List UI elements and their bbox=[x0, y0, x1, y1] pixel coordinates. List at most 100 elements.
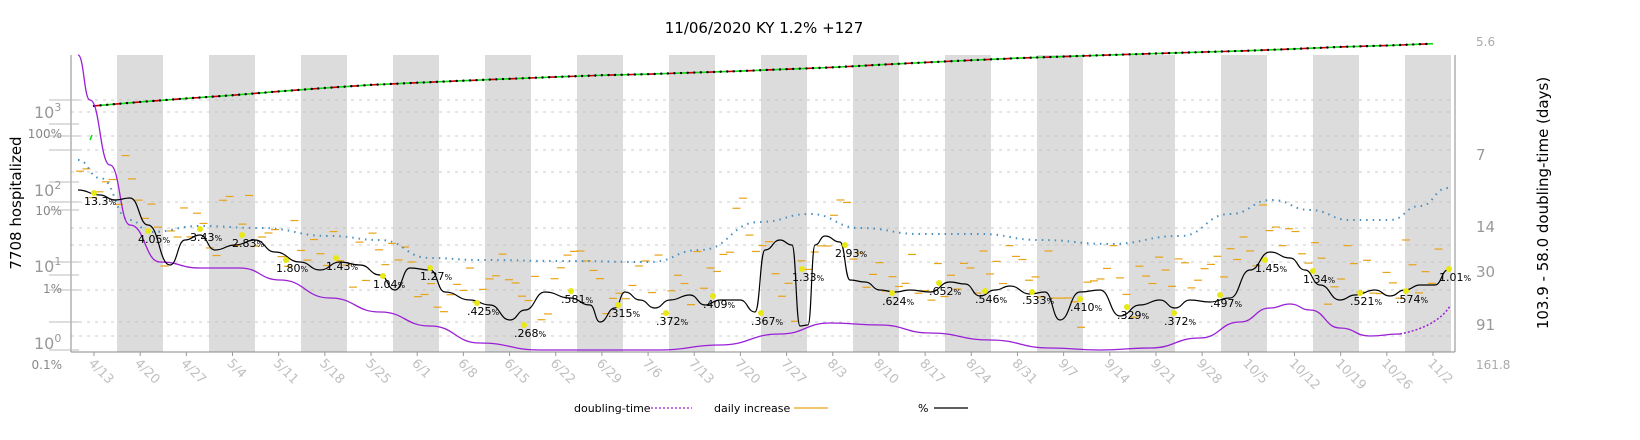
y-log-tick-label: 103 bbox=[34, 101, 61, 122]
percent-label: 4.05% bbox=[138, 233, 171, 246]
cumulative-point bbox=[251, 92, 254, 95]
cumulative-point bbox=[831, 66, 834, 69]
cumulative-point bbox=[818, 66, 821, 70]
doubling-time-line bbox=[77, 54, 1401, 351]
cumulative-point bbox=[1128, 53, 1131, 56]
percent-label: .409% bbox=[703, 298, 736, 311]
right-axis-label: 103.9 - 58.0 doubling-time (days) bbox=[1534, 77, 1552, 329]
cumulative-point bbox=[284, 89, 287, 93]
cumulative-point bbox=[323, 86, 327, 90]
legend-label: % bbox=[918, 402, 928, 415]
percent-label: .329% bbox=[1117, 309, 1150, 322]
cumulative-point bbox=[1286, 47, 1290, 51]
cumulative-point bbox=[237, 93, 241, 96]
right-ticks: 5.6 7 14 30 91 161.8 bbox=[1476, 35, 1510, 372]
x-tick-label: 6/22 bbox=[547, 356, 578, 387]
cumulative-point bbox=[1260, 48, 1263, 52]
x-tick-label: 10/26 bbox=[1378, 356, 1415, 393]
percent-label-dot bbox=[889, 290, 895, 296]
cumulative-point bbox=[1346, 45, 1349, 48]
x-tick-label: 5/18 bbox=[316, 356, 347, 387]
cumulative-point bbox=[666, 72, 670, 75]
cumulative-point bbox=[1167, 51, 1171, 55]
right-tick-label: 91 bbox=[1476, 316, 1495, 334]
legend: doubling-time daily increase% bbox=[574, 402, 968, 415]
x-tick-label: 5/4 bbox=[224, 356, 249, 381]
cumulative-point bbox=[416, 81, 419, 84]
cumulative-point bbox=[613, 73, 617, 77]
cumulative-point bbox=[547, 76, 551, 79]
weekend-band bbox=[577, 55, 623, 352]
x-tick-label: 10/19 bbox=[1332, 356, 1369, 393]
cumulative-point bbox=[587, 74, 590, 77]
x-tick-label: 10/5 bbox=[1239, 356, 1270, 387]
cumulative-point bbox=[1332, 46, 1336, 49]
weekend-band bbox=[301, 55, 347, 352]
x-tick-label: 4/20 bbox=[131, 356, 162, 387]
percent-label: .372% bbox=[1164, 315, 1197, 328]
cumulative-point bbox=[679, 71, 683, 75]
weekend-band bbox=[1221, 55, 1267, 352]
cumulative-point bbox=[943, 60, 947, 63]
percent-label: .497% bbox=[1210, 297, 1243, 310]
cumulative-point bbox=[1055, 55, 1059, 58]
cumulative-point bbox=[1016, 56, 1019, 60]
percent-label: 1.01% bbox=[1439, 271, 1472, 284]
cumulative-point bbox=[105, 103, 109, 106]
x-tick-label: 9/21 bbox=[1147, 356, 1178, 387]
percent-label-dot bbox=[380, 273, 386, 279]
y-percent-ticks: 0.1% 1% 10% 100% bbox=[28, 127, 62, 372]
cumulative-point bbox=[1108, 53, 1111, 57]
cumulative-point bbox=[310, 87, 313, 91]
doubling-time-dotted-tail bbox=[1399, 305, 1451, 335]
cumulative-point bbox=[1187, 51, 1191, 54]
weekend-band bbox=[1037, 55, 1083, 352]
percent-label-dot bbox=[1403, 288, 1409, 294]
cumulative-point bbox=[627, 73, 630, 76]
cumulative-point bbox=[956, 59, 960, 63]
cumulative-point bbox=[1036, 56, 1039, 59]
percent-label: 1.33% bbox=[792, 271, 825, 284]
percent-label-dot bbox=[333, 255, 339, 261]
cumulative-point bbox=[600, 74, 604, 77]
cumulative-point bbox=[1418, 43, 1422, 46]
cumulative-point bbox=[257, 91, 261, 95]
percent-label: .315% bbox=[608, 307, 641, 320]
weekend-band bbox=[393, 55, 439, 352]
percent-label-dot bbox=[799, 266, 805, 272]
percent-label-dot bbox=[145, 228, 151, 234]
cumulative-point bbox=[1121, 53, 1125, 56]
percent-label: .574% bbox=[1396, 293, 1429, 306]
cumulative-point bbox=[528, 76, 531, 80]
cumulative-point bbox=[930, 60, 933, 64]
x-tick-label: 10/12 bbox=[1286, 356, 1323, 393]
cumulative-point bbox=[475, 78, 478, 82]
cumulative-point bbox=[561, 75, 564, 78]
y-log-tick-label: 102 bbox=[34, 179, 61, 200]
percent-label: .546% bbox=[975, 293, 1008, 306]
cumulative-point bbox=[1214, 50, 1217, 53]
cumulative-point bbox=[1425, 42, 1428, 46]
cumulative-point bbox=[462, 79, 465, 82]
cumulative-point bbox=[805, 67, 808, 70]
x-tick-label: 9/28 bbox=[1193, 356, 1224, 387]
x-tick-label: 6/15 bbox=[501, 356, 532, 387]
cumulative-point bbox=[409, 81, 412, 85]
percent-label: .367% bbox=[751, 315, 784, 328]
x-tick-label: 7/6 bbox=[639, 356, 664, 381]
percent-label-dot bbox=[427, 265, 433, 271]
cumulative-point bbox=[739, 69, 742, 73]
cumulative-point bbox=[917, 61, 920, 64]
legend-label: doubling-time bbox=[574, 402, 651, 415]
cumulative-point bbox=[1352, 45, 1356, 48]
percent-label: 3.43% bbox=[190, 231, 223, 244]
cumulative-point bbox=[1392, 44, 1395, 47]
legend-label: daily increase bbox=[714, 402, 790, 415]
cumulative-point bbox=[350, 85, 353, 88]
cumulative-point bbox=[719, 70, 722, 73]
cumulative-point bbox=[1095, 54, 1098, 57]
cumulative-point bbox=[1062, 55, 1065, 58]
cumulative-point bbox=[950, 59, 953, 63]
cumulative-point bbox=[785, 67, 788, 71]
cumulative-point bbox=[244, 92, 247, 96]
